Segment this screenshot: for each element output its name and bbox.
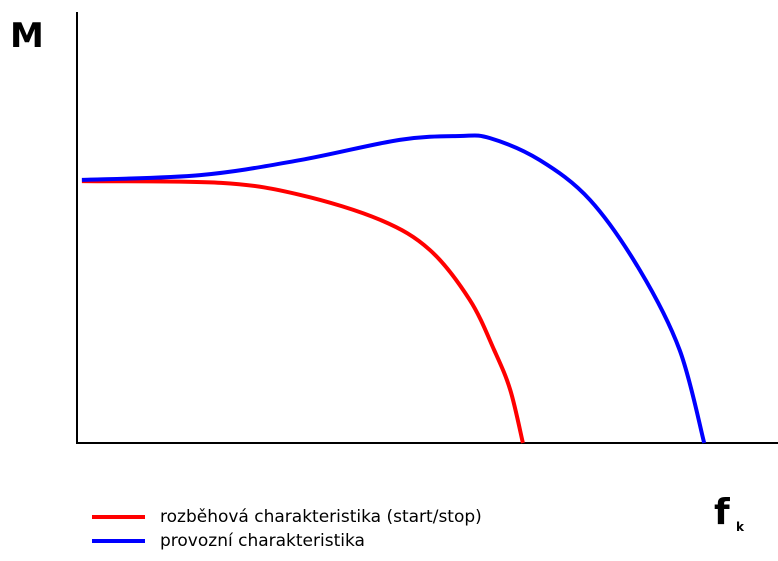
legend-label: provozní charakteristika (160, 531, 365, 551)
line (81, 179, 525, 444)
line (81, 133, 707, 444)
legend-label: rozběhová charakteristika (start/stop) (160, 507, 482, 527)
x-axis-label-subscript: k (736, 520, 745, 534)
x-axis-label: f (714, 492, 730, 533)
y-axis-label: M (10, 16, 44, 56)
